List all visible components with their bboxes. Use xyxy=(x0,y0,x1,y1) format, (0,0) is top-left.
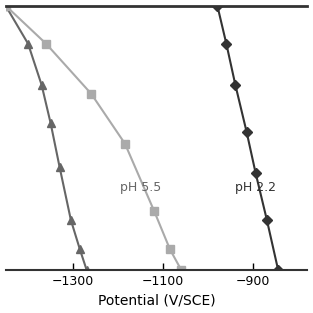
X-axis label: Potential (V/SCE): Potential (V/SCE) xyxy=(98,294,215,307)
Text: pH 5.5: pH 5.5 xyxy=(121,181,162,194)
Text: pH 2.2: pH 2.2 xyxy=(235,181,276,194)
